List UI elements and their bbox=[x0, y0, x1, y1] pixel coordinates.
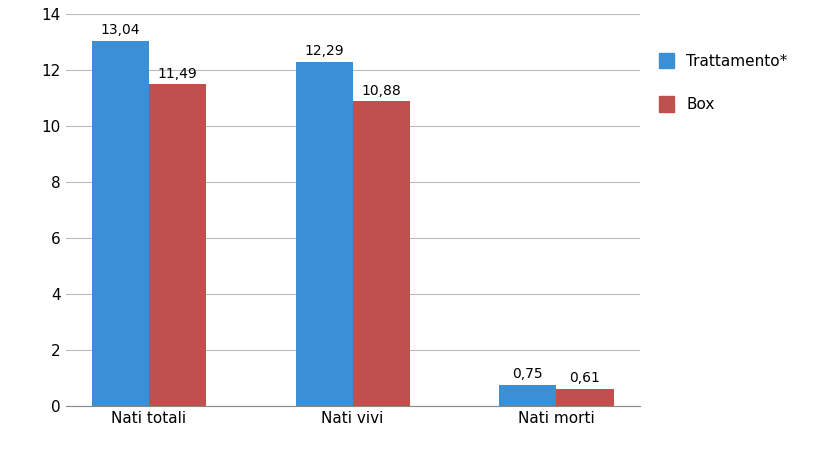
Bar bbox=[556, 389, 613, 406]
Bar bbox=[92, 41, 148, 406]
Text: 0,75: 0,75 bbox=[512, 367, 542, 381]
Text: 11,49: 11,49 bbox=[157, 67, 197, 81]
Text: 12,29: 12,29 bbox=[304, 44, 343, 59]
Bar bbox=[352, 101, 410, 406]
Bar bbox=[499, 384, 556, 406]
Bar bbox=[148, 84, 206, 406]
Text: 13,04: 13,04 bbox=[101, 24, 140, 37]
Text: 0,61: 0,61 bbox=[569, 371, 600, 385]
Bar bbox=[295, 62, 352, 406]
Text: 10,88: 10,88 bbox=[361, 84, 400, 98]
Legend: Trattamento*, Box: Trattamento*, Box bbox=[658, 53, 786, 112]
